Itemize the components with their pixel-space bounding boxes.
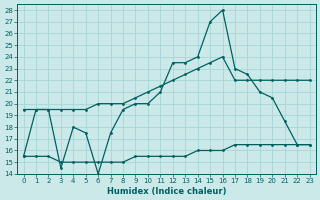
X-axis label: Humidex (Indice chaleur): Humidex (Indice chaleur): [107, 187, 226, 196]
